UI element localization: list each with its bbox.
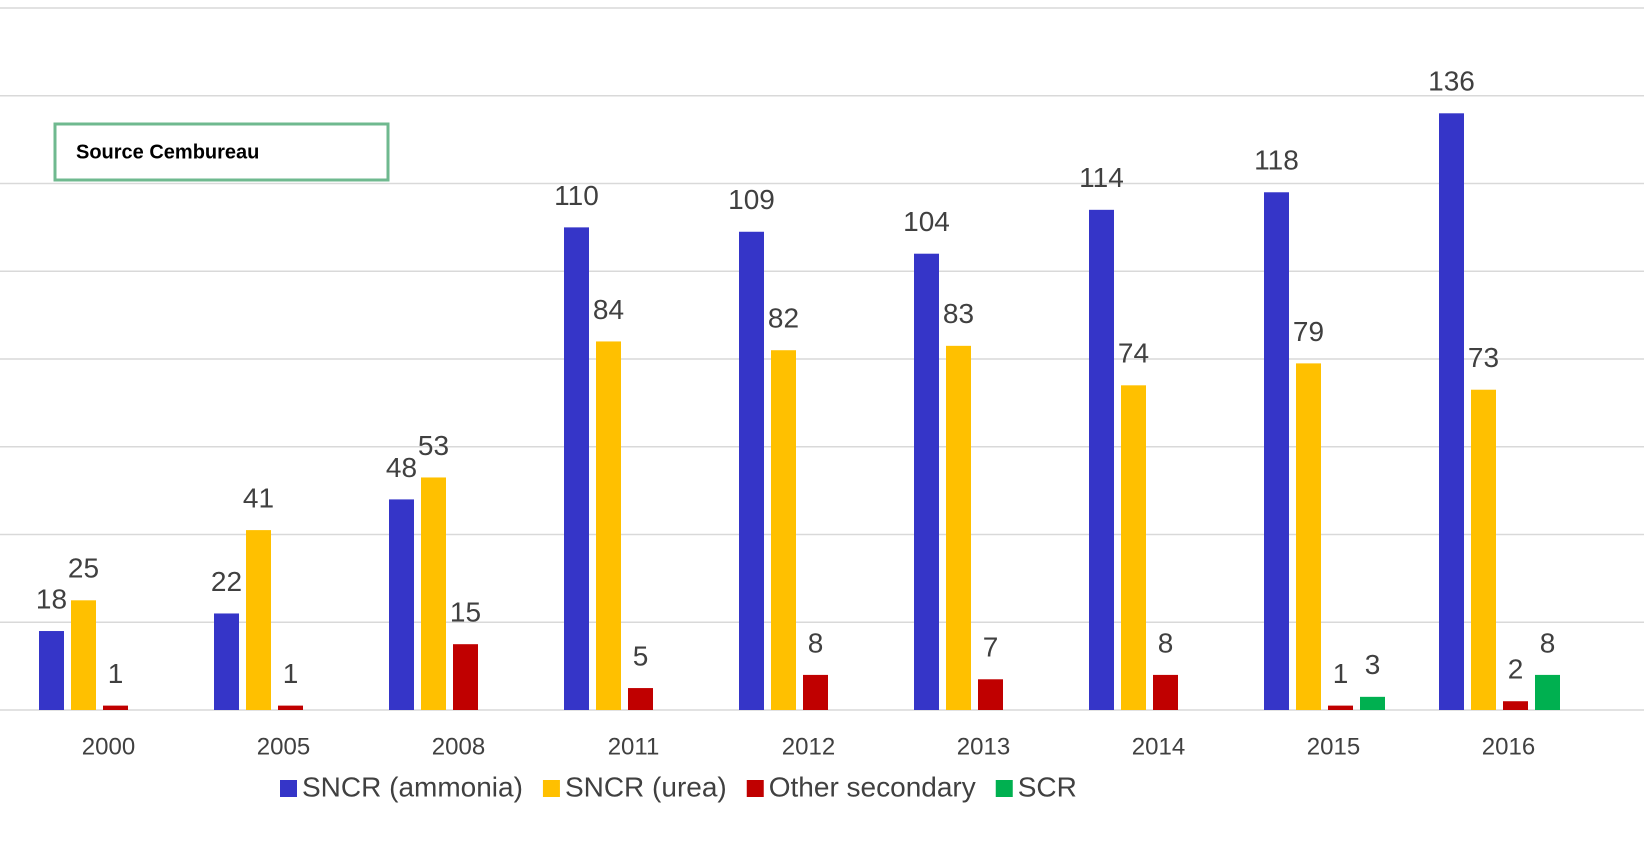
data-label: 8 <box>1158 627 1174 658</box>
bar <box>946 345 971 710</box>
annotation-box <box>53 122 390 182</box>
x-tick-label: 2012 <box>782 733 835 760</box>
data-label: 48 <box>386 452 417 483</box>
data-label: 79 <box>1293 316 1324 347</box>
data-label: 74 <box>1118 338 1149 369</box>
bar <box>1471 389 1496 710</box>
bar <box>564 227 589 710</box>
data-label: 25 <box>68 553 99 584</box>
bar <box>1360 696 1385 710</box>
bar <box>803 674 828 710</box>
data-label: 8 <box>1540 627 1556 658</box>
data-label: 118 <box>1254 145 1299 176</box>
bar <box>1264 192 1289 710</box>
x-tick-label: 2014 <box>1132 733 1185 760</box>
data-label: 104 <box>903 206 950 237</box>
bar <box>421 477 446 710</box>
data-label: 2 <box>1508 654 1524 685</box>
bar <box>1535 674 1560 710</box>
legend-label: SCR <box>1018 771 1077 802</box>
bar <box>1121 385 1146 710</box>
bar <box>389 499 414 710</box>
data-label: 110 <box>554 180 599 211</box>
x-tick-label: 2008 <box>432 733 485 760</box>
x-tick-label: 2015 <box>1307 733 1360 760</box>
x-tick-label: 2005 <box>257 733 310 760</box>
data-label: 15 <box>450 597 481 628</box>
data-label: 109 <box>728 184 775 215</box>
bar <box>71 600 96 710</box>
bar <box>1439 113 1464 711</box>
data-label: 83 <box>943 298 974 329</box>
legend-swatch <box>746 780 764 797</box>
legend-label: SNCR (urea) <box>565 771 727 802</box>
data-label: 53 <box>418 430 449 461</box>
bar <box>596 341 621 710</box>
data-label: 5 <box>633 640 649 671</box>
legend-label: Other secondary <box>769 771 976 802</box>
bar <box>1296 363 1321 710</box>
bar <box>1089 209 1114 710</box>
data-label: 73 <box>1468 342 1499 373</box>
data-label: 22 <box>211 566 242 597</box>
legend-swatch <box>542 780 560 797</box>
data-label: 1 <box>1333 658 1349 689</box>
legend-swatch <box>995 780 1013 797</box>
data-label: 82 <box>768 303 799 334</box>
data-label: 18 <box>36 583 67 614</box>
data-label: 136 <box>1428 66 1475 97</box>
bar <box>278 705 303 710</box>
bar <box>453 644 478 710</box>
bar <box>39 631 64 710</box>
bar <box>1503 701 1528 710</box>
bar <box>214 613 239 710</box>
bar <box>103 705 128 710</box>
bar <box>628 688 653 710</box>
data-label: 114 <box>1079 162 1124 193</box>
bar <box>978 679 1003 710</box>
bar <box>739 231 764 710</box>
annotation: Source Cembureau <box>76 141 259 163</box>
data-label: 3 <box>1365 649 1381 680</box>
legend-swatch <box>280 780 297 797</box>
x-tick-label: 2013 <box>957 733 1010 760</box>
data-label: 8 <box>808 627 824 658</box>
bar <box>771 350 796 710</box>
data-label: 1 <box>283 658 299 689</box>
x-tick-label: 2011 <box>608 733 660 760</box>
bar <box>1328 705 1353 710</box>
legend-label: SNCR (ammonia) <box>302 771 523 802</box>
data-label: 41 <box>243 483 274 514</box>
data-label: 84 <box>593 294 624 325</box>
x-tick-label: 2016 <box>1482 733 1535 760</box>
bar <box>1153 674 1178 710</box>
data-label: 7 <box>983 632 999 663</box>
data-label: 1 <box>108 658 124 689</box>
bar <box>246 530 271 710</box>
bar <box>914 253 939 710</box>
x-tick-label: 2000 <box>82 733 135 760</box>
